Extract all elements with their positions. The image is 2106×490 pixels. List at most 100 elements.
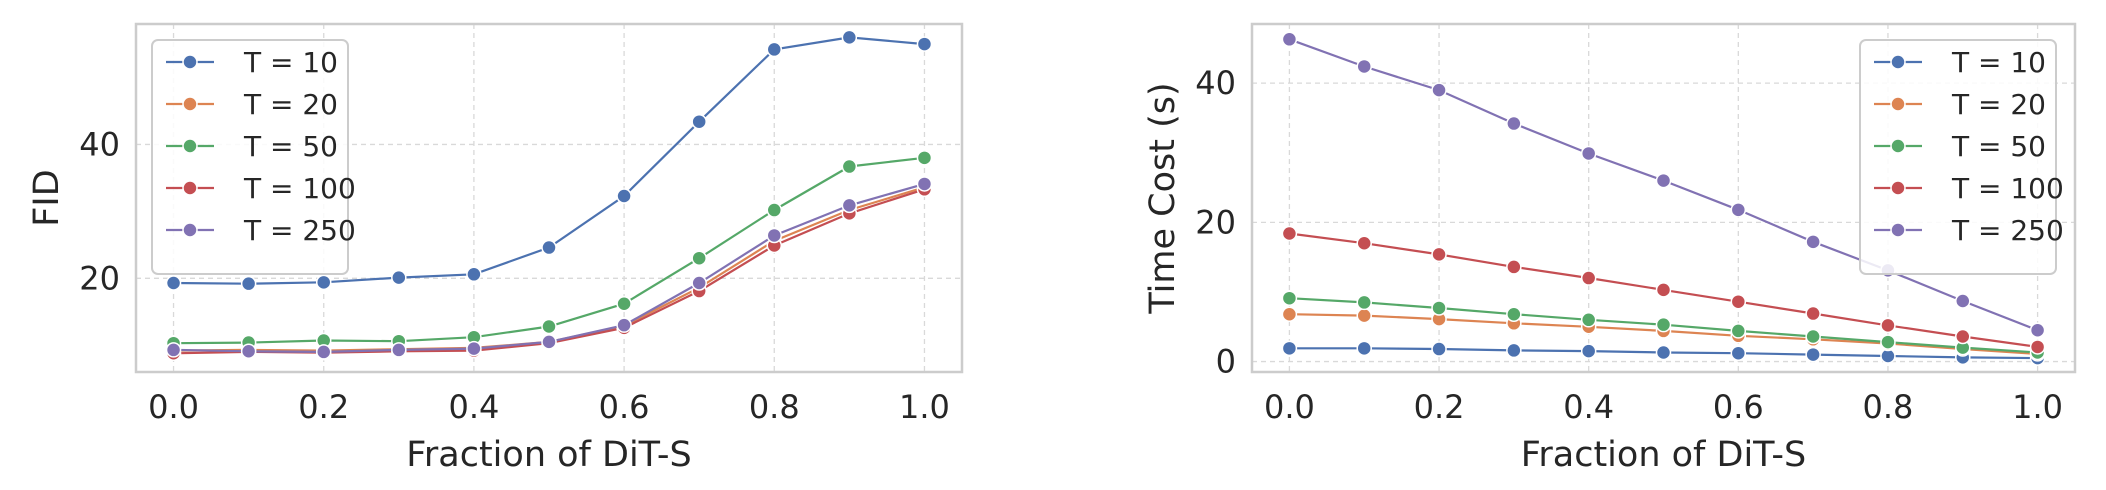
legend-swatch-marker — [182, 180, 198, 196]
x-tick-label: 1.0 — [2012, 388, 2063, 426]
data-point — [1281, 225, 1298, 242]
fid-chart-panel: 0.0 0.2 0.4 0.6 0.8 1.0 20 40 Fraction of DiT-S F… — [27, 22, 964, 475]
data-point — [916, 36, 933, 52]
legend-swatch-marker — [182, 138, 198, 154]
data-point — [1281, 31, 1298, 48]
x-tick-label: 0.0 — [148, 388, 199, 426]
data-point — [616, 317, 632, 333]
data-point — [1506, 115, 1522, 132]
data-point — [541, 239, 557, 256]
data-point — [1730, 323, 1747, 339]
data-point — [315, 344, 332, 360]
y-tick-label: 0 — [1216, 343, 1236, 381]
x-tick-label: 0.6 — [1713, 388, 1764, 426]
data-point — [1431, 82, 1447, 98]
y-tick-label: 40 — [79, 125, 120, 163]
legend-swatch-marker — [1890, 54, 1906, 70]
x-tick-label: 0.4 — [448, 388, 499, 426]
legend-swatch-marker — [182, 222, 198, 238]
legend-label: T = 50 — [1951, 130, 2046, 163]
x-tick-label: 0.2 — [1414, 388, 1465, 426]
legend-swatch-marker — [1890, 138, 1906, 154]
data-point — [1281, 290, 1298, 306]
legend-label: T = 250 — [1951, 214, 2064, 247]
data-point — [165, 275, 182, 291]
data-point — [1356, 340, 1372, 357]
data-point — [1805, 346, 1821, 363]
y-axis-label: Time Cost (s) — [1143, 82, 1183, 314]
data-point — [616, 295, 632, 312]
legend-swatch-marker — [1890, 96, 1906, 112]
data-point — [2029, 339, 2046, 355]
legend-swatch-marker — [1890, 180, 1906, 196]
data-point — [2029, 322, 2046, 338]
data-point — [1356, 235, 1372, 251]
data-point — [1356, 58, 1372, 75]
data-point — [391, 269, 407, 286]
legend-label: T = 250 — [243, 214, 356, 247]
data-point — [1730, 293, 1747, 310]
legend-box — [151, 39, 349, 275]
x-tick-label: 0.0 — [1264, 388, 1315, 426]
data-point — [240, 343, 257, 360]
data-point — [616, 188, 632, 204]
data-point — [1506, 306, 1522, 322]
data-point — [841, 29, 858, 46]
data-point — [916, 176, 933, 192]
x-tick-label: 0.8 — [1863, 388, 1914, 426]
data-point — [240, 275, 257, 292]
data-point — [1281, 306, 1298, 322]
data-point — [1880, 334, 1896, 350]
data-point — [691, 250, 707, 266]
y-axis-label: FID — [27, 169, 67, 226]
plot-frame — [1250, 22, 2077, 374]
data-point — [691, 113, 707, 130]
data-point — [165, 342, 182, 358]
legend-swatch-marker — [1890, 222, 1906, 238]
data-point — [916, 150, 933, 166]
x-tick-label: 1.0 — [899, 388, 950, 426]
data-point — [1431, 341, 1447, 357]
data-point — [1955, 293, 1971, 309]
legend-label: T = 20 — [243, 88, 338, 121]
data-point — [1506, 342, 1522, 359]
plot-frame — [134, 22, 964, 374]
data-point — [541, 334, 557, 350]
y-tick-label: 20 — [1195, 203, 1236, 241]
legend-swatch-marker — [182, 96, 198, 112]
data-point — [1955, 328, 1971, 345]
data-point — [1580, 343, 1597, 359]
legend-box — [1859, 39, 2057, 275]
y-tick-label: 40 — [1195, 64, 1236, 102]
data-point — [1655, 344, 1672, 361]
data-point — [1580, 312, 1597, 328]
data-point — [315, 274, 332, 291]
legend-label: T = 50 — [243, 130, 338, 163]
x-axis-label: Fraction of DiT-S — [406, 435, 691, 475]
x-tick-label: 0.4 — [1563, 388, 1614, 426]
data-point — [766, 202, 783, 218]
data-point — [1431, 246, 1447, 263]
data-point — [1805, 328, 1821, 345]
legend-label: T = 10 — [243, 46, 338, 79]
data-point — [1805, 234, 1821, 250]
data-point — [1655, 316, 1672, 333]
data-point — [766, 41, 783, 58]
legend-label: T = 100 — [243, 172, 356, 205]
data-point — [1730, 202, 1747, 218]
data-point — [1655, 282, 1672, 298]
legend-swatch-marker — [182, 54, 198, 70]
data-point — [1655, 172, 1672, 189]
data-point — [1730, 345, 1747, 361]
data-point — [841, 158, 858, 175]
legend-label: T = 20 — [1951, 88, 2046, 121]
legend: T = 10 T = 20 T = 50 T = 100 T = 250 — [151, 39, 356, 275]
data-point — [1281, 340, 1298, 357]
data-point — [766, 227, 783, 244]
time-cost-chart-panel: 0.0 0.2 0.4 0.6 0.8 1.0 0 20 40 Fraction of DiT-S… — [1143, 22, 2077, 475]
data-point — [841, 197, 858, 214]
legend: T = 10 T = 20 T = 50 T = 100 T = 250 — [1859, 39, 2064, 275]
data-point — [1356, 307, 1372, 324]
data-point — [391, 342, 407, 358]
